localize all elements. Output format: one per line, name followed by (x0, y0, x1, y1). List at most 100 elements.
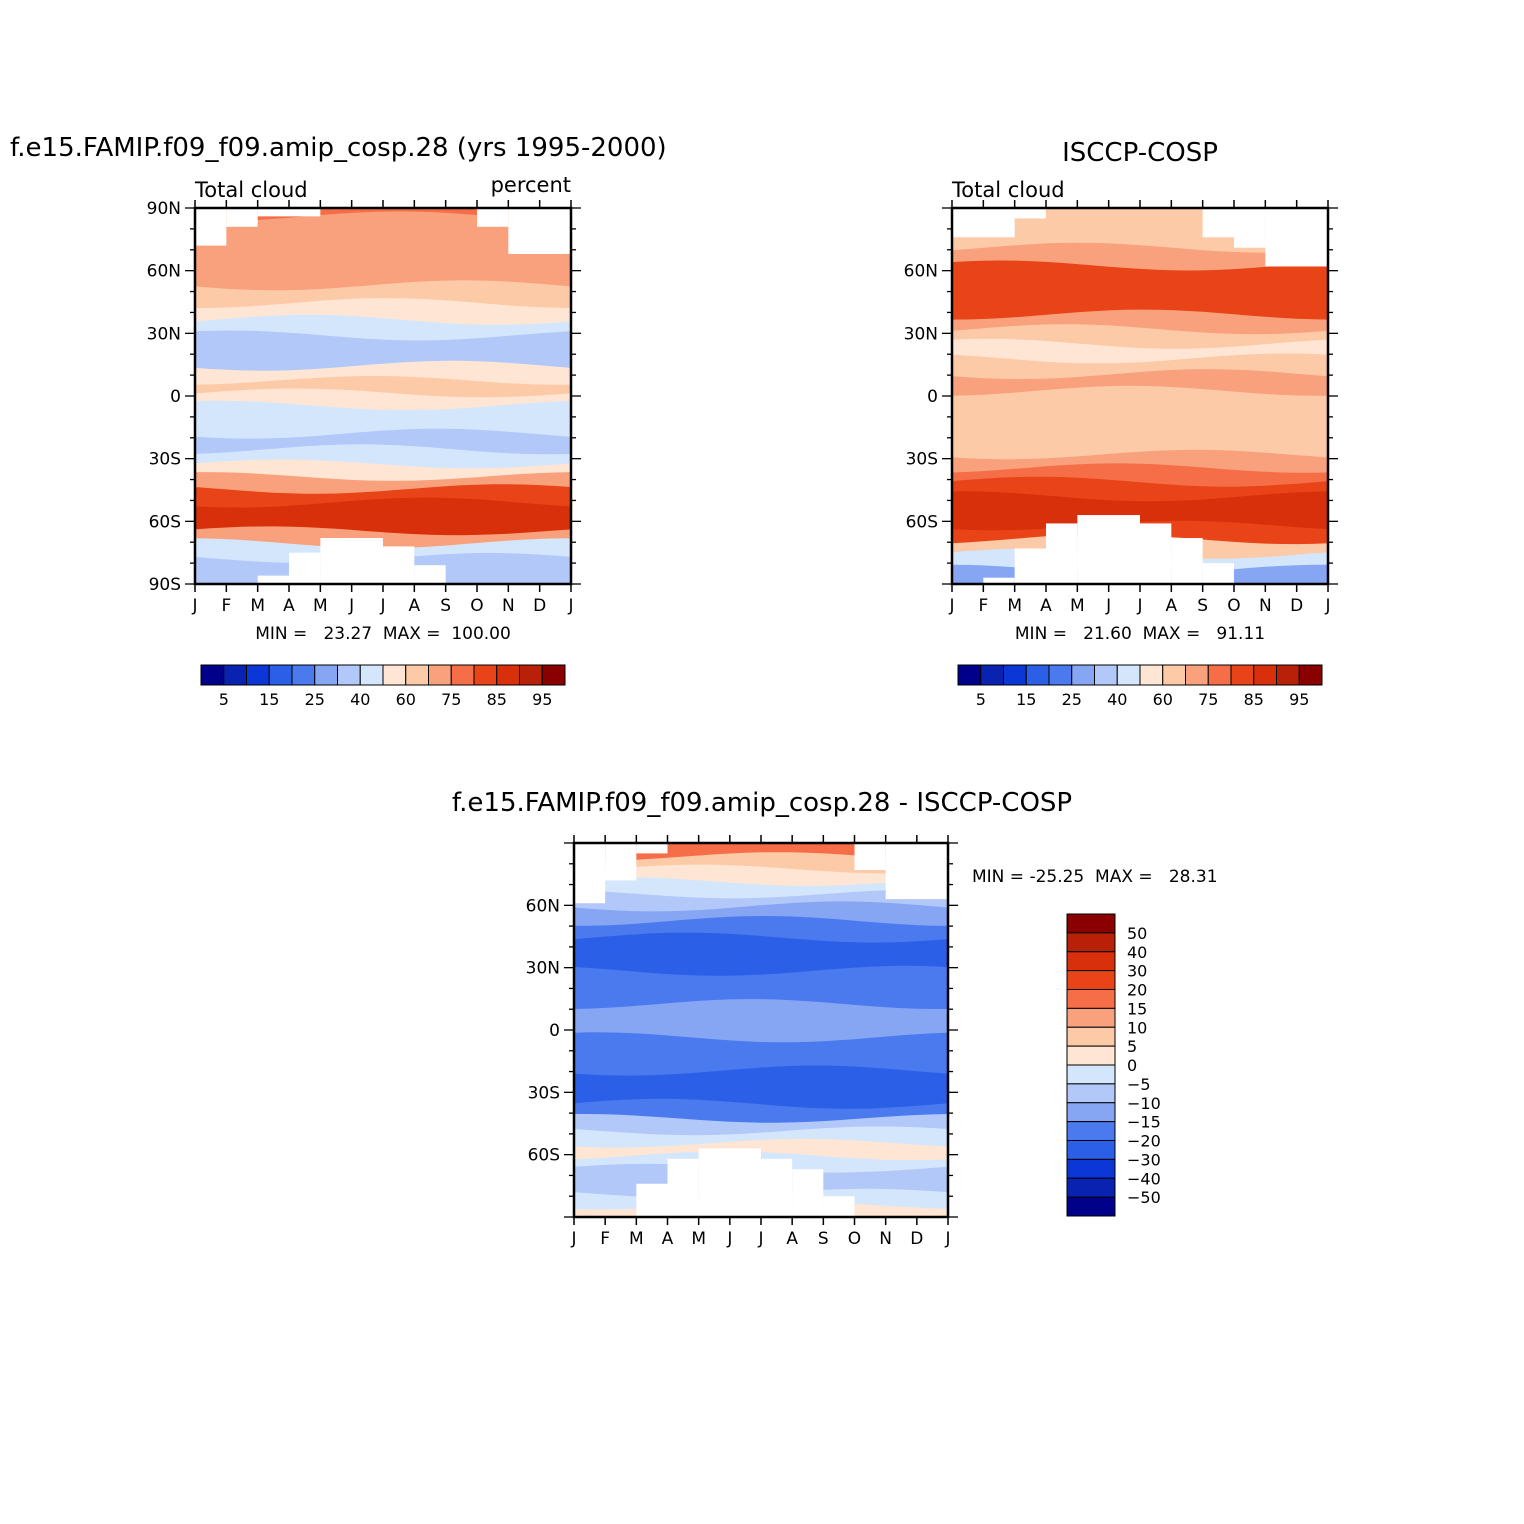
x-tick-label: J (757, 1229, 763, 1249)
missing-data-region (636, 843, 668, 854)
x-tick-label: O (848, 1229, 861, 1249)
missing-data-region (1234, 208, 1266, 248)
missing-data-region (792, 1169, 824, 1217)
x-tick-label: M (1007, 596, 1022, 616)
field-band (195, 512, 571, 538)
x-tick-label: A (1040, 596, 1052, 616)
missing-data-region (636, 1183, 668, 1217)
panel-model-left-label: Total cloud (194, 178, 308, 202)
field-band (574, 949, 948, 978)
colorbar-label: 85 (487, 690, 507, 709)
colorbar-swatch (1276, 664, 1300, 686)
x-tick-label: S (1197, 596, 1208, 616)
panel-model-colorbar: 5 15 25 40 60 75 85 95 (200, 664, 566, 709)
x-tick-label: A (409, 596, 421, 616)
x-tick-label: S (818, 1229, 829, 1249)
colorbar-swatch (268, 664, 293, 686)
field-band (195, 444, 571, 471)
field-band (952, 277, 1328, 306)
colorbar-label: 5 (219, 690, 229, 709)
y-tick-label: 30N (526, 959, 560, 979)
field-band (574, 864, 948, 888)
colorbar-label: 75 (441, 690, 461, 709)
x-tick-label: J (567, 596, 573, 616)
x-tick-label: A (283, 596, 295, 616)
panel-obs: ISCCP-COSP Total cloud J F M A M J J A S O N D J60N3… (904, 138, 1338, 709)
colorbar-swatch (1162, 664, 1186, 686)
colorbar-label: 5 (976, 690, 986, 709)
colorbar-swatch (428, 664, 452, 686)
colorbar-swatch (200, 664, 225, 686)
x-tick-label: J (191, 596, 197, 616)
y-tick-label: 0 (549, 1021, 560, 1041)
colorbar-swatch (1139, 664, 1164, 686)
field-band (574, 877, 948, 901)
missing-data-region (257, 575, 289, 584)
missing-data-region (1171, 538, 1203, 584)
missing-data-region (195, 208, 227, 246)
y-tick-label: 60N (147, 262, 181, 282)
field-band (952, 260, 1328, 290)
colorbar-swatch (1066, 1158, 1116, 1179)
x-tick-label: F (221, 596, 231, 616)
x-tick-label: J (1105, 596, 1111, 616)
field-band (952, 385, 1328, 415)
colorbar-swatch (519, 664, 543, 686)
field-band (952, 491, 1328, 518)
colorbar-swatch (1066, 1026, 1116, 1047)
colorbar-label: 95 (532, 690, 552, 709)
field-band (195, 226, 571, 256)
colorbar-label: −5 (1127, 1075, 1151, 1094)
field-band (574, 932, 948, 962)
colorbar-swatch (223, 664, 247, 686)
field-band (574, 916, 948, 945)
field-band (952, 353, 1328, 382)
colorbar-label: 25 (1062, 690, 1082, 709)
y-tick-label: 60N (904, 262, 938, 282)
colorbar-label: 15 (1127, 999, 1147, 1018)
missing-data-region (1202, 208, 1234, 238)
colorbar-swatch (359, 664, 384, 686)
missing-data-region (289, 552, 321, 584)
missing-data-region (667, 1158, 699, 1217)
colorbar-swatch (1253, 664, 1277, 686)
field-band (952, 463, 1328, 489)
field-band (574, 889, 948, 913)
missing-data-region (508, 208, 571, 254)
colorbar-label: −50 (1127, 1188, 1161, 1207)
field-band (195, 376, 571, 400)
colorbar-label: 15 (259, 690, 279, 709)
field-band (195, 314, 571, 343)
x-tick-label: D (533, 596, 546, 616)
colorbar-label: 30 (1127, 962, 1147, 981)
field-band (195, 262, 571, 293)
x-tick-label: J (1324, 596, 1330, 616)
field-band (195, 472, 571, 496)
y-tick-label: 60N (526, 896, 560, 916)
colorbar-swatch (957, 664, 982, 686)
y-tick-label: 0 (927, 387, 938, 407)
colorbar-swatch (473, 664, 498, 686)
missing-data-region (414, 565, 446, 584)
field-band (195, 497, 571, 525)
missing-data-region (477, 208, 509, 227)
field-band (574, 1049, 948, 1078)
panel-diff: f.e15.FAMIP.f09_f09.amip_cosp.28 - ISCCP… (452, 788, 1218, 1249)
colorbar-swatch (496, 664, 520, 686)
colorbar-label: 10 (1127, 1018, 1147, 1037)
x-tick-label: M (691, 1229, 706, 1249)
colorbar-swatch (1298, 664, 1323, 686)
field-band (952, 338, 1328, 366)
colorbar-label: 40 (1107, 690, 1127, 709)
panel-obs-minmax: MIN = 21.60 MAX = 91.11 (1015, 624, 1265, 644)
colorbar-label: −30 (1127, 1150, 1161, 1169)
x-tick-label: M (250, 596, 265, 616)
colorbar-label: 40 (350, 690, 370, 709)
missing-data-region (1202, 563, 1234, 584)
colorbar-swatch (1066, 1121, 1116, 1141)
y-tick-label: 60S (528, 1146, 560, 1166)
x-tick-label: A (662, 1229, 674, 1249)
colorbar-swatch (1066, 1045, 1116, 1066)
missing-data-region (823, 1196, 855, 1217)
